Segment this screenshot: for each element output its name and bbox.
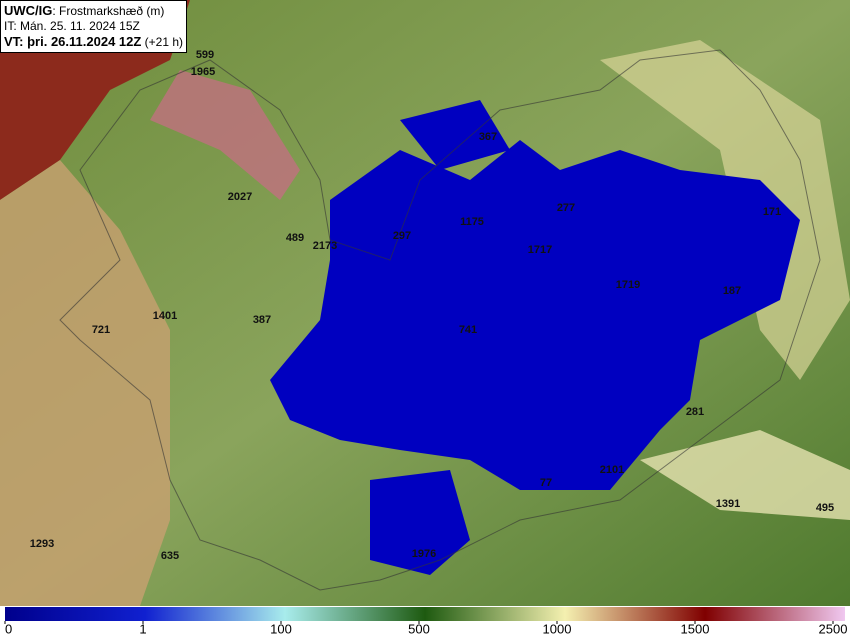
- point-label: 599: [196, 49, 214, 61]
- pale-region: [600, 40, 850, 380]
- point-label: 1391: [716, 498, 740, 510]
- pale-region: [640, 430, 850, 520]
- model-name: UWC/IG: [4, 3, 53, 18]
- colorbar-tick-label: 500: [408, 621, 430, 636]
- colorbar-tick-label: 0: [5, 621, 12, 636]
- issue-time: IT: Mán. 25. 11. 2024 15Z: [4, 19, 140, 33]
- point-label: 2173: [313, 240, 337, 252]
- colorbar-tick-label: 100: [270, 621, 292, 636]
- sub-zero-area: [370, 470, 470, 575]
- warm-region: [0, 160, 170, 606]
- point-label: 495: [816, 502, 834, 514]
- point-label: 171: [763, 206, 781, 218]
- colorbar-tick-label: 1500: [681, 621, 710, 636]
- point-label: 1717: [528, 244, 552, 256]
- point-label: 367: [479, 131, 497, 143]
- point-label: 387: [253, 314, 271, 326]
- field-name: : Frostmarkshæð (m): [52, 4, 165, 18]
- point-label: 635: [161, 550, 179, 562]
- point-label: 1965: [191, 66, 215, 78]
- point-label: 281: [686, 406, 704, 418]
- point-label: 1719: [616, 279, 640, 291]
- point-label: 187: [723, 285, 741, 297]
- colorbar-tick-label: 1000: [543, 621, 572, 636]
- valid-time: VT: þri. 26.11.2024 12Z: [4, 34, 142, 49]
- coastline: [59, 49, 821, 591]
- point-label: 277: [557, 202, 575, 214]
- point-label: 721: [92, 324, 110, 336]
- sub-zero-area: [400, 100, 510, 170]
- point-label: 297: [393, 230, 411, 242]
- colorbar-tick-label: 1: [139, 621, 146, 636]
- header: UWC/IG: Frostmarkshæð (m) IT: Mán. 25. 1…: [0, 0, 188, 53]
- point-label: 2101: [600, 464, 624, 476]
- warm-region: [150, 70, 300, 200]
- colorbar: [5, 607, 845, 621]
- point-label: 1976: [412, 548, 436, 560]
- point-label: 2027: [228, 191, 252, 203]
- point-label: 1175: [460, 216, 484, 228]
- point-label: 1293: [30, 538, 54, 550]
- point-label: 1401: [153, 310, 177, 322]
- point-label: 741: [459, 324, 477, 336]
- colorbar-tick-label: 2500: [819, 621, 848, 636]
- point-label: 77: [540, 477, 552, 489]
- lead-time: (+21 h): [141, 35, 184, 49]
- point-label: 489: [286, 232, 304, 244]
